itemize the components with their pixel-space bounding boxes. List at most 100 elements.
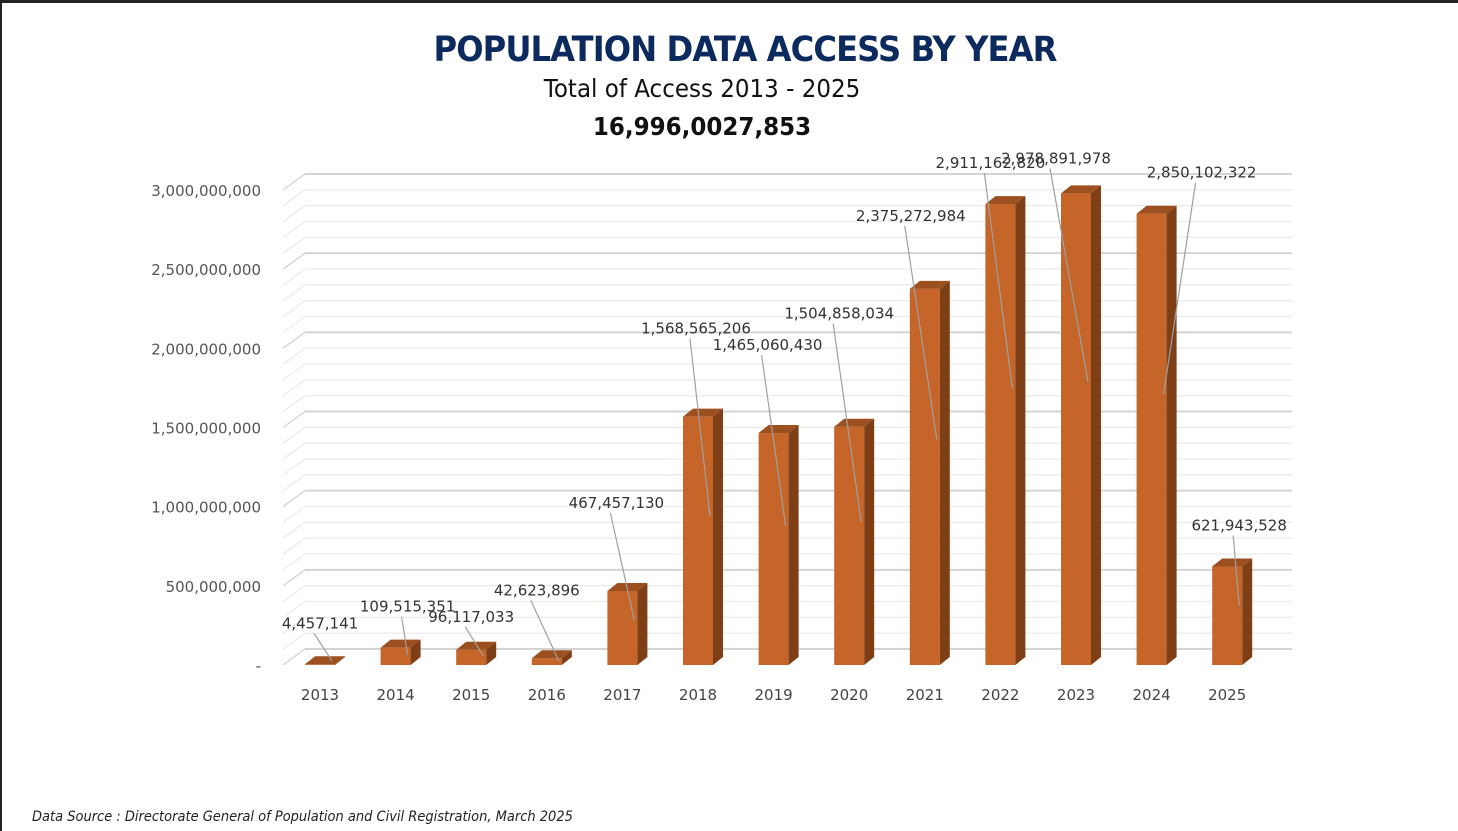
x-tick-label: 2023 (1057, 686, 1095, 704)
gridline-depth (282, 521, 306, 539)
x-tick-label: 2015 (452, 686, 490, 704)
x-tick-label: 2025 (1208, 686, 1246, 704)
y-tick-label: 1,000,000,000 (151, 499, 261, 517)
chart-subtitle: Total of Access 2013 - 2025 (543, 74, 861, 103)
gridline-depth (282, 395, 306, 413)
bar-front (1061, 193, 1091, 665)
bar-2019 (758, 425, 799, 665)
gridline-depth (282, 410, 306, 429)
bar-top (683, 408, 723, 417)
gridline-depth (282, 331, 306, 349)
bar-front (380, 647, 411, 665)
x-tick-label: 2018 (679, 686, 717, 704)
data-label: 621,943,528 (1191, 517, 1286, 535)
leader-line (1049, 168, 1089, 383)
x-tick-label: 2021 (906, 686, 944, 704)
gridline-depth (282, 379, 306, 397)
window-frame-top (0, 0, 1458, 3)
leader-line (313, 632, 333, 662)
bar-2016 (531, 650, 572, 665)
y-axis-ticks: - 500,000,000 1,000,000,000 1,500,000,000 2,… (151, 182, 261, 675)
gridline-depth (282, 585, 306, 603)
data-label: 467,457,130 (569, 494, 664, 512)
bar-side (713, 408, 723, 665)
bar-side (939, 280, 950, 665)
gridline-depth (282, 569, 306, 587)
data-label: 2,375,272,984 (856, 207, 966, 225)
bar-side (864, 418, 875, 665)
y-tick-label: 3,000,000,000 (151, 182, 261, 200)
bar-top (380, 639, 421, 648)
bar-side (561, 650, 572, 665)
leader-line (689, 338, 711, 517)
bar-side (410, 639, 421, 665)
leader-line (401, 616, 409, 655)
bar-top (531, 650, 572, 659)
gridline-depth (282, 616, 306, 634)
x-tick-label: 2020 (830, 686, 868, 704)
x-tick-label: 2016 (528, 686, 566, 704)
bar-top (909, 280, 950, 289)
gridline-depth (282, 490, 306, 508)
data-label: 2,911,162,820 (936, 154, 1046, 172)
data-label: 1,568,565,206 (641, 320, 751, 338)
chart-title: POPULATION DATA ACCESS BY YEAR (433, 30, 1058, 70)
data-label: 109,515,351 (360, 598, 455, 616)
bar-front (909, 288, 940, 665)
y-tick-label: 500,000,000 (166, 578, 261, 596)
bar-front (456, 649, 487, 665)
leader-line (464, 626, 484, 657)
x-tick-label: 2022 (981, 686, 1019, 704)
bar-top (834, 418, 875, 427)
gridline-depth (282, 505, 306, 524)
gridline-depth (282, 268, 306, 286)
bar-side (486, 641, 497, 665)
bar-top (758, 425, 799, 434)
gridline-depth (282, 284, 306, 302)
bar-top (1136, 205, 1177, 214)
bar-2017 (607, 582, 648, 665)
bar-2025 (1212, 558, 1253, 665)
leader-line (983, 172, 1013, 389)
x-axis-ticks: 2013 2014 2015 2016 2017 2018 2019 2020 2021 2022… (301, 686, 1246, 704)
x-tick-label: 2014 (377, 686, 415, 704)
bar-front (834, 426, 865, 665)
x-tick-label: 2024 (1133, 686, 1171, 704)
x-tick-label: 2017 (603, 686, 641, 704)
gridline-depth (282, 252, 306, 270)
bar-2021 (909, 280, 950, 665)
gridline-depth (282, 315, 306, 334)
gridline-depth (282, 442, 306, 460)
gridline-depth (282, 205, 306, 223)
bar-side (637, 582, 648, 665)
bar-side (1242, 558, 1253, 665)
gridline-depth (282, 632, 306, 650)
data-source-note: Data Source : Directorate General of Pop… (32, 809, 573, 825)
data-label: 4,457,141 (282, 614, 358, 632)
bar-top (985, 196, 1026, 205)
bar-side (1015, 196, 1026, 665)
data-label: 96,117,033 (428, 608, 514, 626)
leader-line (530, 599, 560, 662)
gridline-depth (282, 553, 306, 571)
data-label: 2,850,102,322 (1147, 164, 1257, 182)
y-tick-label: 1,500,000,000 (151, 420, 261, 438)
bar-front (683, 416, 713, 665)
bar-side (335, 656, 345, 665)
gridline-depth (282, 600, 306, 619)
gridline-depth (282, 173, 306, 191)
bar-top (305, 656, 345, 665)
data-label: 42,623,896 (494, 581, 580, 599)
data-label: 1,465,060,430 (713, 336, 823, 354)
y-tick-label: 2,000,000,000 (151, 340, 261, 358)
gridline-depth (282, 458, 306, 476)
gridline-depth (282, 474, 306, 492)
bar-2024 (1136, 205, 1177, 665)
gridline-depth (282, 537, 306, 555)
x-tick-label: 2019 (755, 686, 793, 704)
bar-2022 (985, 196, 1026, 665)
leader-line (904, 225, 938, 440)
window-frame-left (0, 0, 2, 831)
x-tick-label: 2013 (301, 686, 339, 704)
